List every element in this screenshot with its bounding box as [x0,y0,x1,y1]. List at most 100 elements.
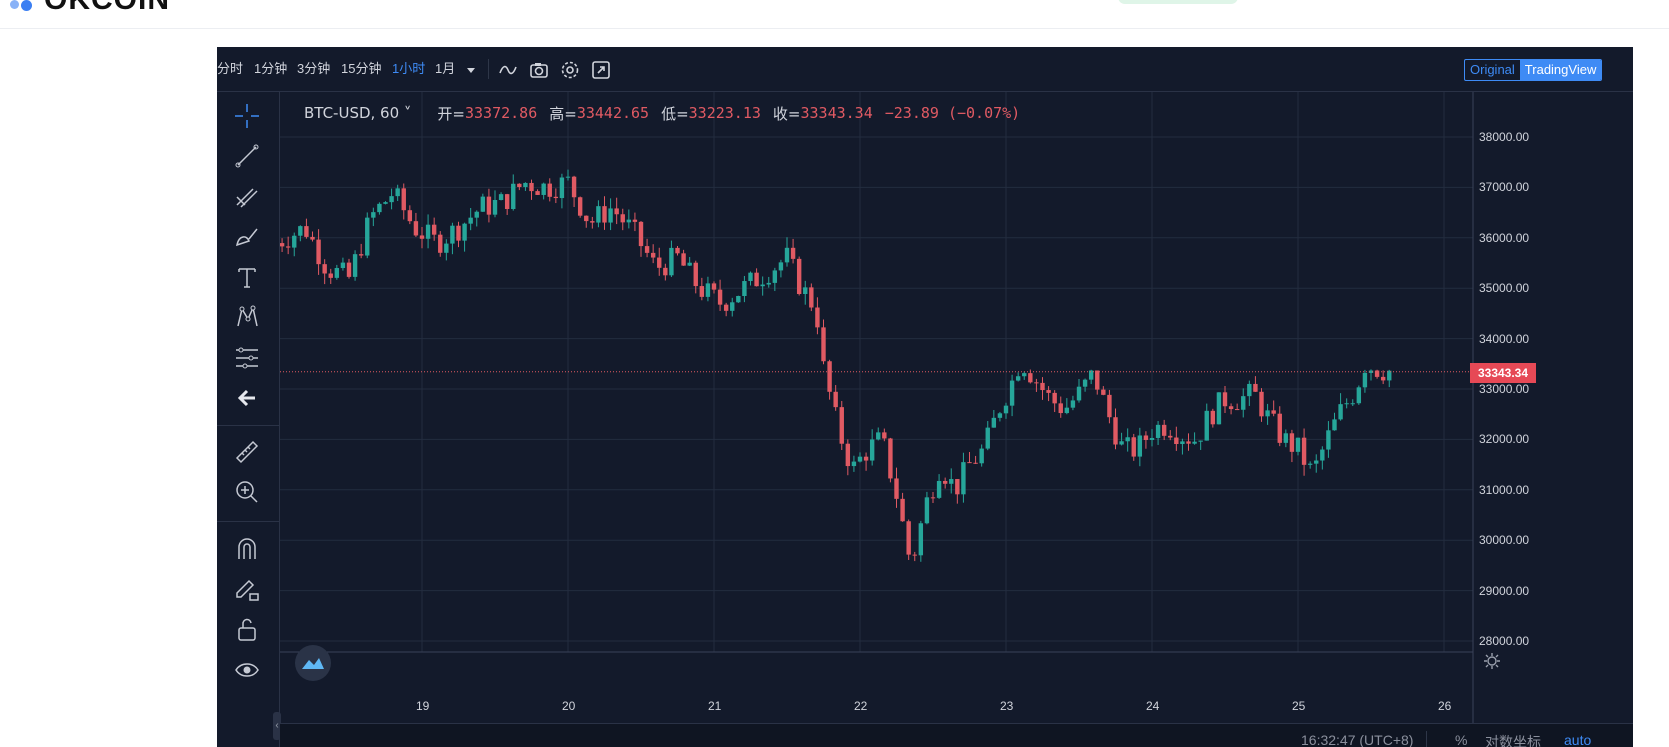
candle-body [930,497,936,499]
trend-line-icon[interactable] [229,138,265,174]
percent-scale-toggle[interactable]: % [1455,732,1468,747]
candle-body [1253,383,1258,392]
interval-4[interactable]: 1小时 [392,61,426,76]
candle [638,221,644,257]
candle-body [1374,370,1380,377]
fib-icon[interactable] [229,340,265,376]
ruler-icon[interactable] [229,434,265,470]
auto-scale-toggle[interactable]: auto [1564,732,1592,747]
candle-body [839,407,844,444]
interval-1[interactable]: 1分钟 [254,61,288,76]
indicator-wave-icon[interactable] [497,59,519,81]
candle [949,468,954,494]
text-icon[interactable] [229,259,265,295]
candle-body [358,254,364,256]
interval-dropdown[interactable] [466,47,476,91]
candle-body [1076,386,1082,401]
candle-body [413,221,419,236]
back-arrow-icon[interactable] [229,380,265,416]
original-view-button[interactable]: Original [1470,62,1515,77]
candle [1295,437,1301,456]
candle [292,232,297,257]
candle-body [456,225,461,241]
y-tick-label: 32000.00 [1479,432,1530,447]
candle-body [742,281,747,296]
symbol-selector[interactable]: BTC-USD, 60 ˅ [304,104,412,122]
pattern-icon[interactable] [229,299,265,335]
candle-body [803,287,808,295]
candle-body [681,253,686,266]
lock-icon[interactable] [229,611,265,647]
collapse-toolbar-button[interactable]: ‹ [273,712,281,740]
candle-body [1320,449,1325,461]
candle [930,491,936,503]
candle [961,452,966,503]
candle [304,218,309,239]
candle [1314,454,1319,473]
log-scale-toggle[interactable]: 对数坐标 [1485,734,1541,747]
logo-text: OKCOIN [44,0,170,17]
candle-body [973,462,978,464]
candle-body [845,443,851,467]
clock-timezone[interactable]: 16:32:47 (UTC+8) [1301,732,1414,747]
pitchfork-icon[interactable] [229,179,265,215]
tradingview-view-button[interactable]: TradingView [1519,60,1602,80]
candle [699,277,705,301]
axis-settings-icon[interactable] [1483,652,1501,670]
candle-body [1180,441,1185,445]
candlestick-chart[interactable] [280,92,1633,723]
candle [1253,376,1258,392]
candle [1265,403,1270,425]
candle-body [851,461,857,467]
fullscreen-icon[interactable] [590,59,612,81]
candle [352,250,358,281]
logo-mark-icon [8,0,38,14]
candle [711,281,717,294]
magnet-icon[interactable] [229,531,265,567]
brush-icon[interactable] [229,219,265,255]
zoom-in-icon[interactable] [229,474,265,510]
candle [906,519,911,560]
y-tick-label: 34000.00 [1479,331,1530,346]
candle-body [419,235,425,239]
candle-body [480,196,486,212]
candle [1119,432,1124,446]
candle [967,452,972,464]
candle [979,444,984,467]
candle [486,188,492,223]
candle [285,236,291,255]
candle [535,189,540,195]
interval-5[interactable]: 1月 [435,61,456,76]
candle-body [1046,390,1051,393]
nav-highlight-pill[interactable] [1118,0,1238,4]
candle-body [967,462,972,464]
candle-body [955,479,960,495]
interval-3[interactable]: 15分钟 [341,61,382,76]
candle [498,192,504,201]
eye-icon[interactable] [229,652,265,688]
chart-widget: 分时 1分钟 3分钟 15分钟 1小时 1月 Original TradingView ‹ [217,47,1633,747]
lock-pencil-icon[interactable] [229,571,265,607]
candle [1180,438,1185,455]
candle-body [1058,403,1063,414]
candle-body [1107,394,1112,418]
y-tick-label: 31000.00 [1479,482,1530,497]
candle [657,247,662,276]
okcoin-logo[interactable]: OKCOIN [8,0,170,17]
candle-body [942,480,948,484]
candle [1155,421,1161,445]
candle [1070,395,1076,411]
candle-body [571,176,577,198]
camera-icon[interactable] [528,59,550,81]
candle-body [1137,435,1143,457]
candle [492,190,498,218]
interval-0[interactable]: 分时 [217,61,244,76]
candle [1161,419,1167,441]
tradingview-logo-icon[interactable] [295,645,331,681]
crosshair-icon[interactable] [229,98,265,134]
candle-body [504,194,510,210]
candle-body [687,262,692,266]
candle-body [669,247,674,276]
gear-icon[interactable] [559,59,581,81]
interval-2[interactable]: 3分钟 [297,61,331,76]
